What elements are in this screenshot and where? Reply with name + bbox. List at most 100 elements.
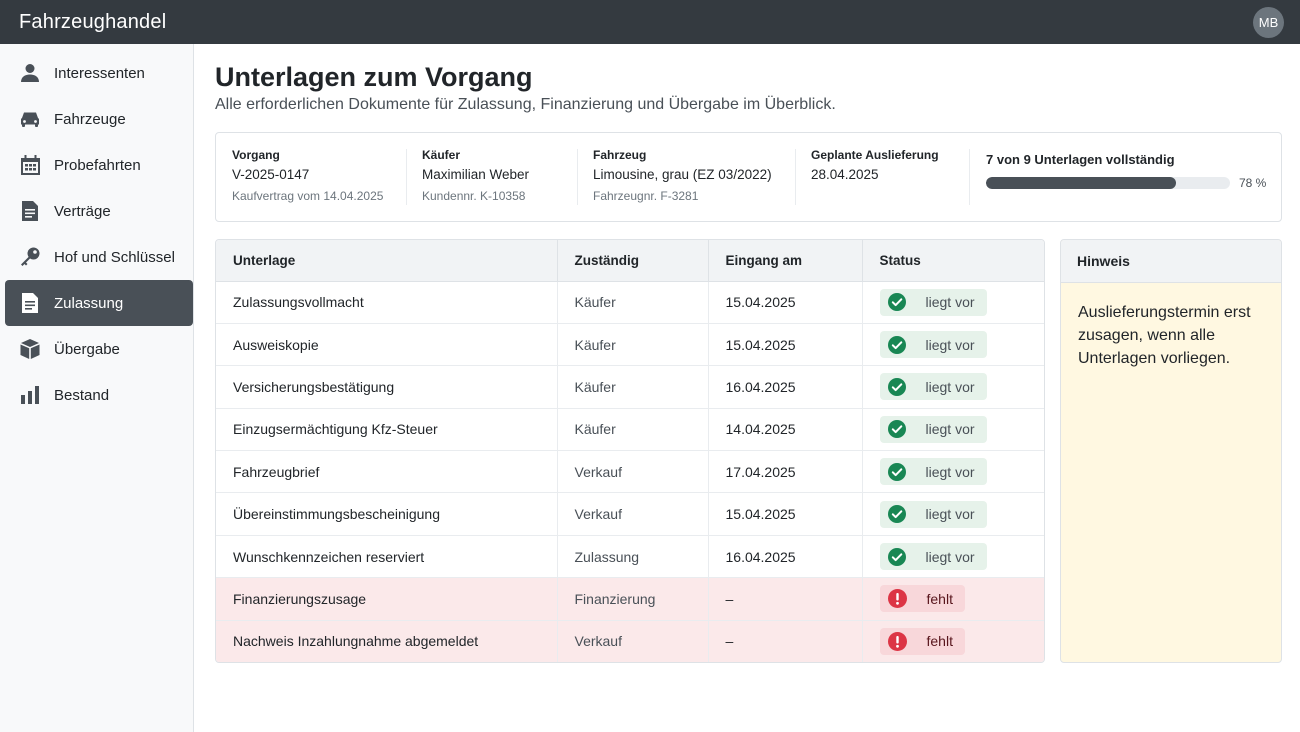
check-circle-icon — [887, 293, 916, 312]
cell-status: liegt vor — [862, 365, 1044, 409]
hint-title: Hinweis — [1061, 240, 1281, 283]
summary-label: Geplante Auslieferung — [811, 148, 939, 162]
summary-vorgang: Vorgang V-2025-0147 Kaufvertrag vom 14.0… — [232, 147, 383, 207]
cell-eingang: 14.04.2025 — [708, 408, 863, 452]
cell-zustaendig: Zulassung — [557, 535, 709, 579]
summary-value: 28.04.2025 — [811, 167, 879, 182]
table-row[interactable]: Nachweis Inzahlungnahme abgemeldet Verkau… — [216, 620, 1044, 662]
bar-chart-icon — [19, 384, 41, 406]
table-row[interactable]: Übereinstimmungsbescheinigung Verkauf 15.0… — [216, 492, 1044, 536]
exclamation-circle-icon — [887, 631, 917, 651]
top-bar: Fahrzeughandel MB — [0, 0, 1300, 44]
table-row[interactable]: Finanzierungszusage Finanzierung – fehlt — [216, 577, 1044, 621]
table-row[interactable]: Fahrzeugbrief Verkauf 17.04.2025 liegt vor — [216, 450, 1044, 494]
cell-status: fehlt — [862, 577, 1044, 621]
cell-zustaendig: Verkauf — [557, 450, 709, 494]
table-row[interactable]: Zulassungsvollmacht Käufer 15.04.2025 liegt… — [216, 281, 1044, 324]
summary-sub: Kaufvertrag vom 14.04.2025 — [232, 189, 384, 203]
sidebar-item-vertraege[interactable]: Verträge — [5, 188, 193, 234]
sidebar-item-label: Interessenten — [54, 64, 145, 82]
calendar-icon — [19, 154, 41, 176]
sidebar-item-fahrzeuge[interactable]: Fahrzeuge — [5, 96, 193, 142]
cell-status: fehlt — [862, 620, 1044, 662]
person-icon — [19, 62, 41, 84]
app-title[interactable]: Fahrzeughandel — [19, 10, 167, 33]
sidebar-item-label: Fahrzeuge — [54, 110, 126, 128]
progress-fill — [986, 177, 1177, 189]
cell-eingang: 16.04.2025 — [708, 365, 863, 409]
cell-eingang: 17.04.2025 — [708, 450, 863, 494]
page-title: Unterlagen zum Vorgang — [215, 62, 533, 92]
document-icon — [19, 292, 41, 314]
summary-label: Vorgang — [232, 148, 280, 162]
summary-kaeufer: Käufer Maximilian Weber Kundennr. K-1035… — [422, 147, 529, 207]
cell-status: liegt vor — [862, 450, 1044, 494]
status-badge: fehlt — [879, 627, 965, 655]
page-subtitle: Alle erforderlichen Dokumente für Zulass… — [215, 96, 836, 113]
column-header-zustaendig[interactable]: Zuständig — [557, 240, 709, 282]
progress-percent: 78 % — [1239, 176, 1267, 190]
completion-progress: 7 von 9 Unterlagen vollständig 78 % — [986, 151, 1271, 190]
sidebar-item-label: Bestand — [54, 386, 110, 404]
sidebar-item-label: Übergabe — [54, 340, 120, 358]
sidebar-item-probefahrten[interactable]: Probefahrten — [5, 142, 193, 188]
divider — [577, 149, 578, 205]
sidebar-item-interessenten[interactable]: Interessenten — [5, 50, 193, 96]
table-row[interactable]: Versicherungsbestätigung Käufer 16.04.2025… — [216, 365, 1044, 409]
status-badge: liegt vor — [879, 288, 987, 316]
status-badge: liegt vor — [879, 373, 987, 401]
check-circle-icon — [887, 462, 916, 481]
check-circle-icon — [887, 547, 916, 566]
status-label: fehlt — [926, 633, 953, 650]
check-circle-icon — [887, 420, 916, 439]
cell-eingang: 15.04.2025 — [708, 281, 863, 324]
user-avatar[interactable]: MB — [1253, 6, 1284, 38]
sidebar-item-label: Verträge — [54, 202, 111, 220]
cell-zustaendig: Verkauf — [557, 492, 709, 536]
sidebar-item-label: Probefahrten — [54, 156, 141, 174]
hint-text: Auslieferungstermin erst zusagen, wenn a… — [1078, 304, 1251, 367]
hint-panel: Hinweis Auslieferungstermin erst zusagen… — [1060, 239, 1282, 663]
table-row[interactable]: Ausweiskopie Käufer 15.04.2025 liegt vor — [216, 323, 1044, 367]
cell-unterlage: Nachweis Inzahlungnahme abgemeldet — [216, 620, 558, 662]
summary-fahrzeug: Fahrzeug Limousine, grau (EZ 03/2022) Fa… — [593, 147, 772, 207]
summary-sub: Kundennr. K-10358 — [422, 189, 526, 203]
table-header-row: Unterlage Zuständig Eingang am Status — [216, 240, 1044, 282]
cell-zustaendig: Käufer — [557, 323, 709, 367]
sidebar-item-hof-und-schluessel[interactable]: Hof und Schlüssel — [5, 234, 193, 280]
exclamation-circle-icon — [887, 589, 917, 609]
sidebar-item-label: Hof und Schlüssel — [54, 248, 175, 266]
column-header-unterlage[interactable]: Unterlage — [216, 240, 558, 282]
summary-value: Limousine, grau (EZ 03/2022) — [593, 167, 772, 182]
car-icon — [19, 108, 41, 130]
table-row[interactable]: Einzugsermächtigung Kfz-Steuer Käufer 14.0… — [216, 408, 1044, 452]
cell-unterlage: Finanzierungszusage — [216, 577, 558, 621]
summary-sub: Fahrzeugnr. F-3281 — [593, 189, 699, 203]
sidebar-item-label: Zulassung — [54, 294, 124, 312]
cell-eingang: 15.04.2025 — [708, 323, 863, 367]
cell-status: liegt vor — [862, 535, 1044, 579]
progress-bar — [986, 177, 1230, 189]
summary-label: Käufer — [422, 148, 461, 162]
cell-zustaendig: Käufer — [557, 408, 709, 452]
divider — [969, 149, 970, 205]
status-label: liegt vor — [925, 378, 975, 395]
column-header-status[interactable]: Status — [862, 240, 1044, 282]
key-icon — [19, 246, 41, 268]
sidebar: Interessenten Fahrzeuge Probefahrten Ver… — [0, 44, 194, 732]
sidebar-item-zulassung[interactable]: Zulassung — [5, 280, 193, 326]
cell-unterlage: Einzugsermächtigung Kfz-Steuer — [216, 408, 558, 452]
summary-auslieferung: Geplante Auslieferung 28.04.2025 — [811, 147, 939, 207]
cell-eingang: – — [708, 577, 863, 621]
cell-eingang: 15.04.2025 — [708, 492, 863, 536]
cell-status: liegt vor — [862, 281, 1044, 324]
sidebar-item-uebergabe[interactable]: Übergabe — [5, 326, 193, 372]
sidebar-item-bestand[interactable]: Bestand — [5, 372, 193, 418]
summary-label: Fahrzeug — [593, 148, 647, 162]
status-label: liegt vor — [925, 463, 975, 480]
summary-value: Maximilian Weber — [422, 167, 530, 182]
check-circle-icon — [887, 505, 916, 524]
column-header-eingang[interactable]: Eingang am — [708, 240, 863, 282]
summary-value: V-2025-0147 — [232, 167, 310, 182]
table-row[interactable]: Wunschkennzeichen reserviert Zulassung 16.… — [216, 535, 1044, 579]
